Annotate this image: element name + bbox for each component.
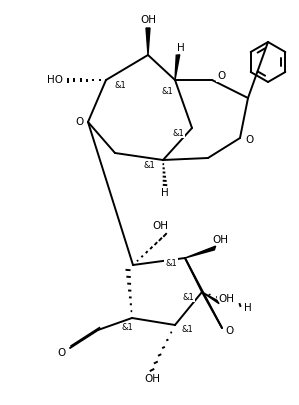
Text: OH: OH <box>212 235 228 245</box>
Text: &1: &1 <box>114 81 126 90</box>
Text: OH: OH <box>218 294 234 304</box>
Text: H: H <box>244 303 252 313</box>
Text: OH: OH <box>140 15 156 25</box>
Text: O: O <box>217 71 225 81</box>
Text: O: O <box>76 117 84 127</box>
Polygon shape <box>175 55 180 80</box>
Text: &1: &1 <box>172 128 184 138</box>
Text: H: H <box>161 188 169 198</box>
Text: OH: OH <box>144 374 160 384</box>
Text: O: O <box>58 348 66 358</box>
Text: &1: &1 <box>165 258 177 267</box>
Polygon shape <box>202 292 219 304</box>
Text: O: O <box>226 326 234 336</box>
Text: HO: HO <box>47 75 63 85</box>
Polygon shape <box>185 246 216 258</box>
Text: &1: &1 <box>121 324 133 333</box>
Text: O: O <box>245 135 253 145</box>
Polygon shape <box>146 28 150 55</box>
Text: H: H <box>177 43 185 53</box>
Text: &1: &1 <box>182 292 194 301</box>
Text: &1: &1 <box>161 87 173 96</box>
Text: &1: &1 <box>181 324 193 333</box>
Text: OH: OH <box>152 221 168 231</box>
Text: &1: &1 <box>143 160 155 170</box>
